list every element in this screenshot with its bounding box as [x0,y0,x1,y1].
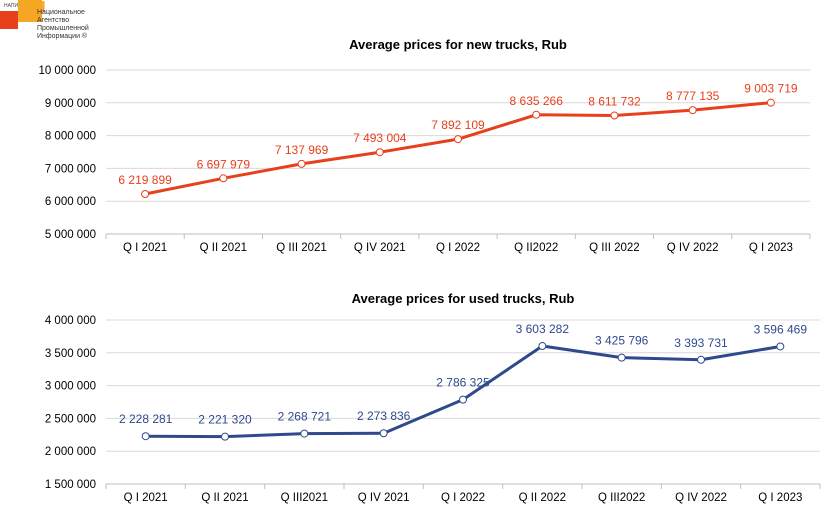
data-point [300,429,309,438]
data-point [617,353,626,362]
data-point [610,111,619,120]
data-point [532,110,541,119]
logo-line-3: Промышленной [37,25,89,32]
data-label: 7 137 969 [275,143,329,157]
y-tick-label: 10 000 000 [38,65,96,77]
data-label: 8 635 266 [510,94,564,108]
x-tick-label: Q I 2023 [749,242,793,254]
x-tick-label: Q II2022 [514,242,558,254]
data-point [141,432,150,441]
logo-line-1: Национальное [37,9,85,16]
y-tick-label: 8 000 000 [45,131,96,143]
data-label: 2 228 281 [119,412,173,426]
x-tick-label: Q I 2022 [441,492,485,504]
x-tick-label: Q IV 2022 [675,492,727,504]
data-point [379,429,388,438]
data-label: 2 786 325 [436,376,490,390]
x-tick-label: Q I 2022 [436,242,480,254]
x-tick-label: Q III 2021 [276,242,327,254]
logo-abbr: НАПИ [4,3,19,9]
logo-line-2: Агентство [37,17,70,24]
data-label: 3 393 731 [674,336,728,350]
y-tick-label: 1 500 000 [45,479,96,491]
data-label: 6 219 899 [118,173,172,187]
data-label: 8 611 732 [588,95,641,109]
data-label: 2 221 320 [198,413,252,427]
data-point [688,106,697,115]
data-point [297,159,306,168]
data-label: 7 493 004 [353,131,407,145]
data-label: 3 596 469 [754,322,808,336]
logo-red-square [0,11,18,29]
data-label: 2 268 721 [278,410,332,424]
x-tick-label: Q IV 2021 [354,242,406,254]
x-tick-label: Q I 2021 [124,492,168,504]
data-point [697,355,705,364]
y-tick-label: 3 000 000 [45,381,96,393]
logo-letter: Н [34,0,46,16]
y-tick-label: 9 000 000 [45,98,96,110]
y-tick-label: 4 000 000 [45,315,96,327]
used-trucks-chart: Average prices for used trucks, Rub 1 500… [45,291,821,504]
x-tick-label: Q IV 2021 [358,492,410,504]
data-point [219,174,228,183]
data-label: 6 697 979 [197,157,251,171]
chart-title: Average prices for used trucks, Rub [352,291,575,306]
logo-text: Национальное Агентство Промышленной Инфо… [37,9,99,41]
x-tick-label: Q II 2021 [201,492,248,504]
data-point [538,342,547,351]
data-label: 9 003 719 [744,82,798,96]
x-tick-label: Q II 2022 [519,492,566,504]
data-point [141,189,150,198]
x-tick-label: Q III 2022 [589,242,640,254]
data-label: 3 603 282 [516,322,570,336]
napi-logo: НАПИ Н Национальное Агентство Промышленн… [0,0,100,56]
y-tick-label: 3 500 000 [45,348,96,360]
data-point [454,135,462,144]
x-tick-label: Q III2021 [281,492,328,504]
x-tick-label: Q II 2021 [200,242,247,254]
y-tick-label: 2 500 000 [45,413,96,425]
data-point [776,342,785,351]
y-tick-label: 5 000 000 [45,229,96,241]
x-tick-label: Q I 2021 [123,242,167,254]
data-label: 3 425 796 [595,334,649,348]
y-tick-label: 7 000 000 [45,163,96,175]
logo-orange-square [18,0,42,22]
data-label: 2 273 836 [357,409,411,423]
new-trucks-chart: Average prices for new trucks, Rub 5 000 … [38,37,811,254]
data-point [375,148,384,157]
data-point [766,98,775,107]
logo-line-4: Информации ® [37,33,88,40]
x-tick-label: Q I 2023 [758,492,802,504]
data-point [221,432,229,441]
data-label: 7 892 109 [431,118,485,132]
x-tick-label: Q IV 2022 [667,242,719,254]
data-point [459,395,467,404]
x-tick-label: Q III2022 [598,492,645,504]
chart-title: Average prices for new trucks, Rub [349,37,567,52]
y-tick-label: 2 000 000 [45,446,96,458]
data-label: 8 777 135 [666,89,720,103]
series-line [144,101,772,196]
y-tick-label: 6 000 000 [45,196,96,208]
